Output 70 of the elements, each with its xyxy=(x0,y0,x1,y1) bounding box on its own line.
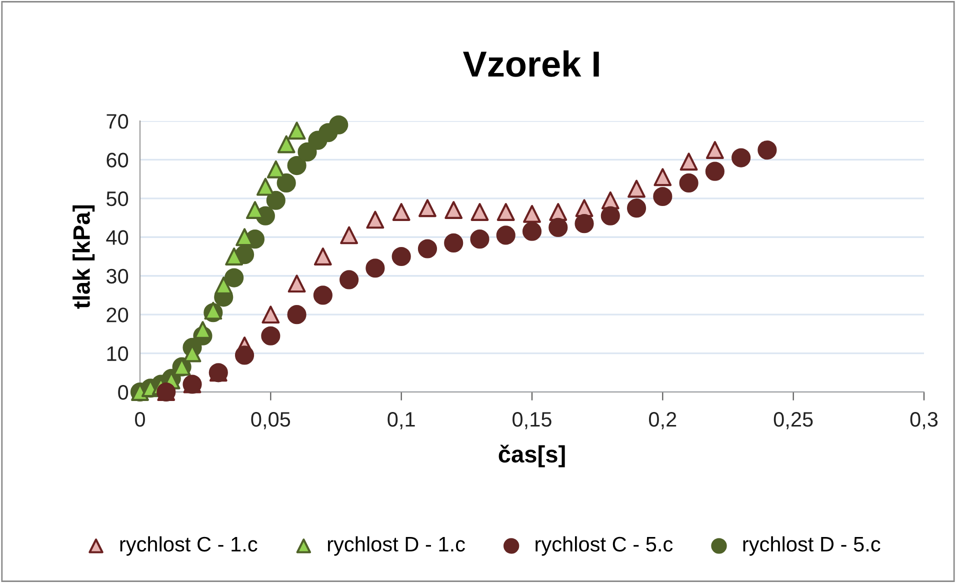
point xyxy=(287,156,306,176)
point xyxy=(654,168,672,186)
point xyxy=(522,222,542,241)
y-tick-label: 50 xyxy=(106,191,128,206)
point xyxy=(298,142,317,162)
point xyxy=(224,268,244,288)
point xyxy=(256,178,274,196)
point xyxy=(266,160,285,178)
point xyxy=(628,180,646,198)
legend-label: rychlost C - 1.c xyxy=(120,536,258,556)
point xyxy=(340,226,358,244)
point xyxy=(470,230,490,249)
y-tick-label: 70 xyxy=(106,114,128,129)
x-tick-label: 0,25 xyxy=(774,412,813,430)
point xyxy=(600,206,620,226)
point xyxy=(470,203,489,221)
y-tick-label: 60 xyxy=(106,152,128,168)
point xyxy=(288,274,306,293)
point xyxy=(392,203,410,221)
x-tick-label: 0,05 xyxy=(251,412,290,430)
x-tick-label: 0,1 xyxy=(388,412,415,430)
chart-title: Vzorek I xyxy=(463,50,599,77)
point xyxy=(314,248,332,266)
point xyxy=(340,270,359,290)
legend-label: rychlost D - 5.c xyxy=(743,536,880,556)
point xyxy=(266,190,286,210)
point xyxy=(261,326,280,346)
point xyxy=(496,203,515,221)
point xyxy=(288,122,306,140)
point xyxy=(225,248,244,266)
point xyxy=(392,246,411,266)
point xyxy=(329,115,348,134)
point xyxy=(758,140,777,160)
point xyxy=(418,199,436,218)
y-tick-label: 40 xyxy=(106,230,128,245)
point xyxy=(653,186,672,206)
y-tick-label: 30 xyxy=(106,268,128,284)
x-tick-label: 0 xyxy=(135,412,145,427)
point xyxy=(680,152,698,171)
point xyxy=(277,135,296,154)
point xyxy=(366,258,385,278)
y-axis-title: tlak [kPa] xyxy=(72,205,95,309)
point xyxy=(496,226,516,245)
legend-label: rychlost D - 1.c xyxy=(328,536,465,556)
y-tick-label: 0 xyxy=(118,385,128,400)
x-tick-label: 0,3 xyxy=(910,412,938,430)
point xyxy=(444,201,463,220)
y-tick-label: 10 xyxy=(107,346,128,362)
point xyxy=(706,141,724,159)
point xyxy=(626,198,646,218)
x-tick-label: 0,2 xyxy=(649,412,676,430)
point xyxy=(523,204,541,223)
point xyxy=(276,173,296,192)
y-tick-label: 20 xyxy=(106,308,128,322)
point xyxy=(574,214,594,234)
point xyxy=(705,162,724,181)
legend-label: rychlost C - 5.c xyxy=(536,536,673,556)
point xyxy=(234,346,254,365)
x-axis-title: čas[s] xyxy=(498,444,565,468)
point xyxy=(548,218,568,238)
point xyxy=(366,210,384,229)
point xyxy=(679,173,698,192)
point xyxy=(214,276,233,294)
point xyxy=(732,148,751,168)
point xyxy=(444,233,464,252)
point xyxy=(287,305,306,324)
x-tick-label: 0,15 xyxy=(512,412,552,430)
point xyxy=(262,306,280,324)
point xyxy=(418,239,438,258)
point xyxy=(313,286,332,305)
